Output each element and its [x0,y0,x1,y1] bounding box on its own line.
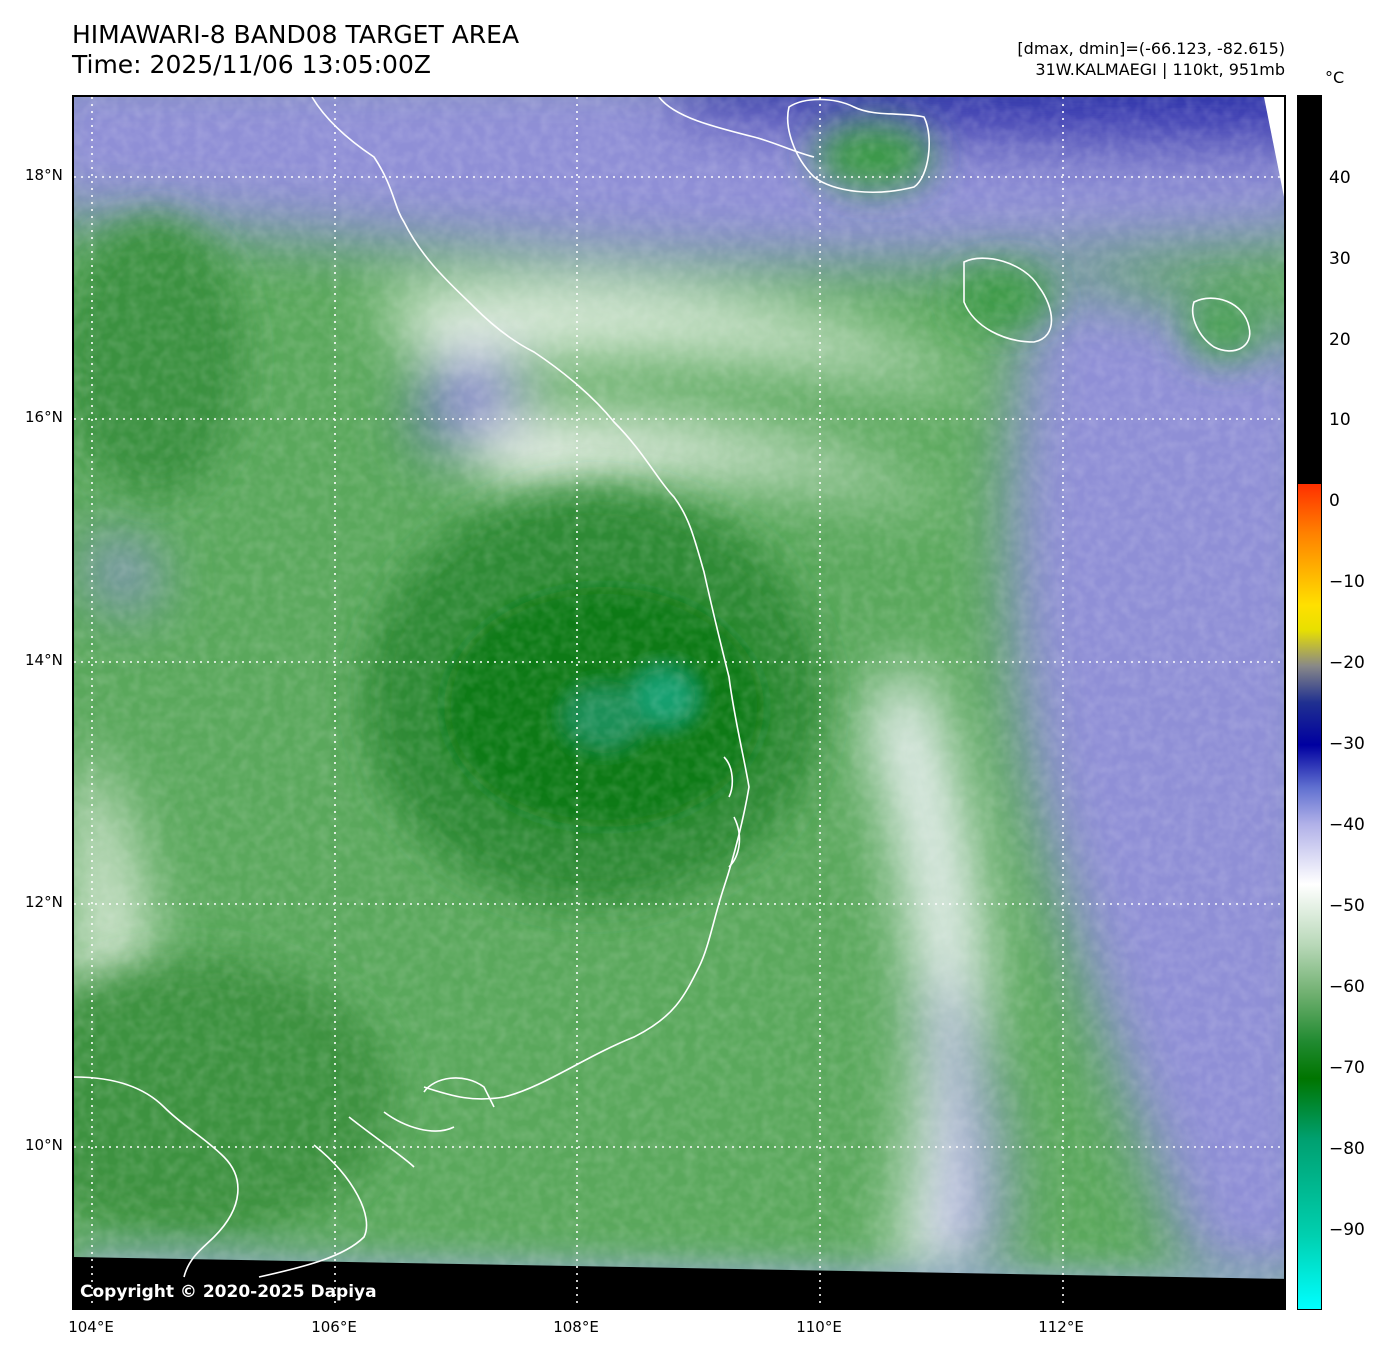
colorbar-tick: 40 [1329,168,1351,188]
lat-label-18n: 18°N [25,166,63,184]
storm-meta: [dmax, dmin]=(-66.123, -82.615) 31W.KALM… [1017,38,1285,80]
colorbar-tick: −20 [1329,653,1365,673]
lat-label-10n: 10°N [25,1136,63,1154]
colorbar-tick: −10 [1329,572,1365,592]
copyright-text: Copyright © 2020-2025 Dapiya [80,1282,377,1302]
range-text: [dmax, dmin]=(-66.123, -82.615) [1017,39,1285,58]
chart-title: HIMAWARI-8 BAND08 TARGET AREA Time: 2025… [72,20,519,80]
lat-label-12n: 12°N [25,893,63,911]
satellite-imagery [74,97,1284,1308]
colorbar-tick: −40 [1329,815,1365,835]
lat-label-16n: 16°N [25,408,63,426]
lon-label-108e: 108°E [553,1318,599,1336]
colorbar-tick: −30 [1329,734,1365,754]
colorbar-tick: −70 [1329,1058,1365,1078]
colorbar-tick: 10 [1329,410,1351,430]
lat-label-14n: 14°N [25,651,63,669]
colorbar-tick: 30 [1329,249,1351,269]
lon-label-112e: 112°E [1038,1318,1084,1336]
lon-label-104e: 104°E [68,1318,114,1336]
colorbar-tick: −60 [1329,977,1365,997]
lon-label-106e: 106°E [311,1318,357,1336]
colorbar-tick: 0 [1329,491,1340,511]
colorbar-tick: −80 [1329,1139,1365,1159]
storm-text: 31W.KALMAEGI | 110kt, 951mb [1035,60,1285,79]
lon-label-110e: 110°E [796,1318,842,1336]
colorbar-unit: °C [1325,68,1345,87]
title-line-time: Time: 2025/11/06 13:05:00Z [72,50,431,79]
title-line-product: HIMAWARI-8 BAND08 TARGET AREA [72,20,520,49]
colorbar-tick: −90 [1329,1220,1365,1240]
satellite-image: Copyright © 2020-2025 Dapiya [72,95,1286,1310]
coastline [74,97,1251,1278]
colorbar [1297,95,1322,1310]
colorbar-tick: −50 [1329,896,1365,916]
colorbar-tick: 20 [1329,330,1351,350]
